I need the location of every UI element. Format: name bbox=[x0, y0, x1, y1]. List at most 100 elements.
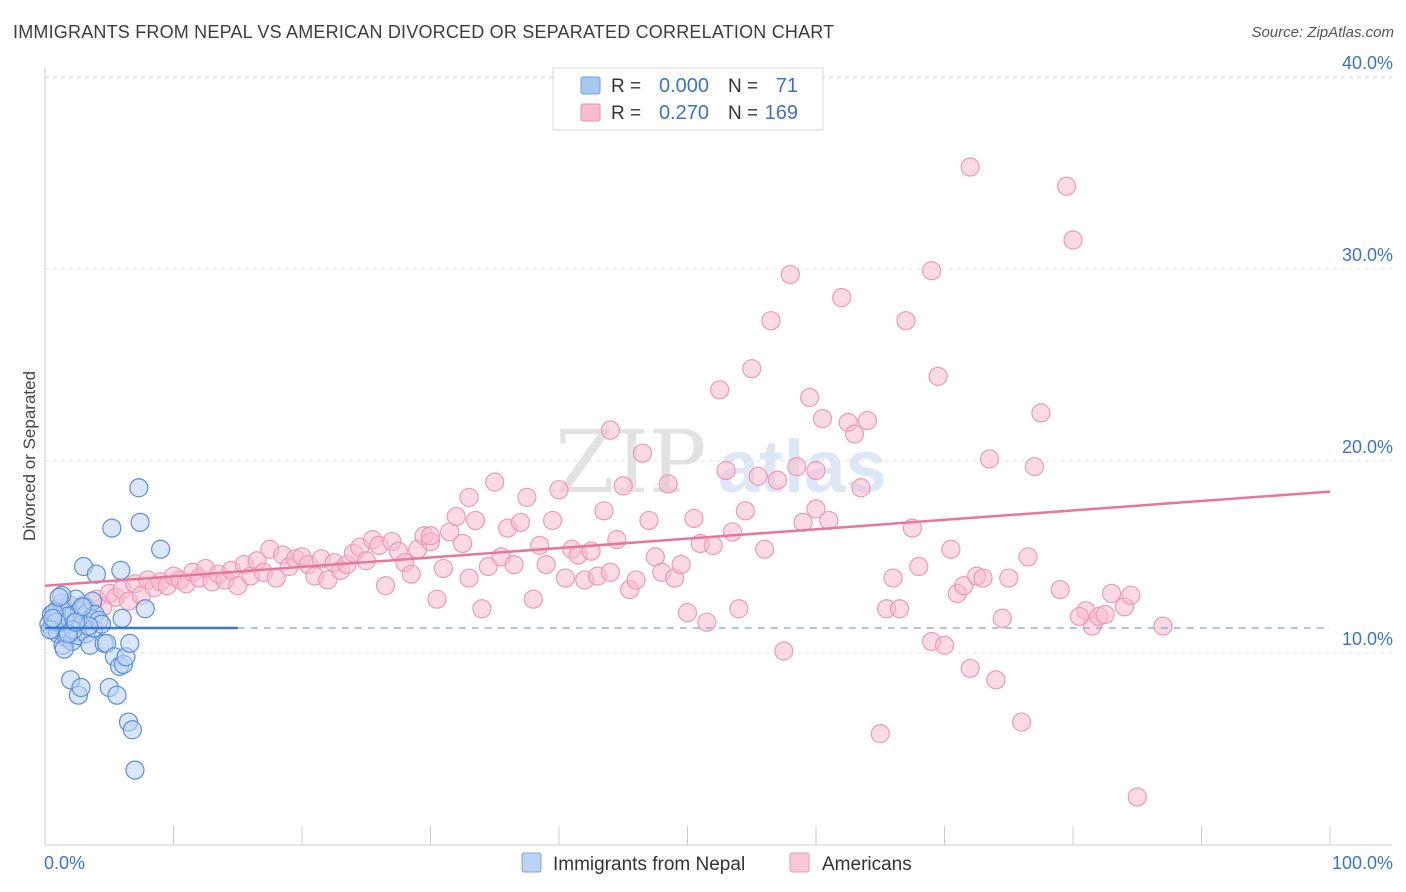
nepal-point bbox=[129, 478, 149, 498]
americans-point bbox=[857, 410, 878, 431]
nepal-points bbox=[39, 478, 171, 780]
americans-point bbox=[453, 533, 473, 554]
americans-point bbox=[716, 460, 736, 481]
americans-point bbox=[671, 554, 691, 575]
americans-point bbox=[1063, 230, 1083, 250]
legend-swatch-nepal bbox=[580, 76, 601, 95]
americans-point bbox=[542, 510, 563, 531]
americans-point bbox=[465, 510, 486, 531]
americans-point bbox=[613, 476, 633, 496]
americans-point bbox=[626, 570, 646, 590]
americans-point bbox=[870, 724, 890, 744]
americans-point bbox=[1153, 616, 1173, 636]
legend-n-label-americans: N = bbox=[728, 103, 758, 124]
americans-point bbox=[883, 568, 903, 588]
americans-point bbox=[1050, 579, 1070, 600]
americans-point bbox=[517, 487, 537, 507]
americans-point bbox=[684, 508, 704, 529]
americans-point bbox=[594, 501, 614, 521]
nepal-point bbox=[49, 587, 69, 607]
tick-labels: 10.0% 20.0% 30.0% 40.0% bbox=[1342, 53, 1393, 649]
americans-point bbox=[607, 530, 627, 550]
y-tick-label: 30.0% bbox=[1342, 245, 1393, 265]
nepal-point bbox=[66, 612, 86, 632]
americans-point bbox=[446, 506, 466, 527]
americans-point bbox=[729, 599, 749, 619]
legend-r-value-americans: 0.270 bbox=[659, 102, 709, 124]
americans-point bbox=[1101, 583, 1122, 604]
trend-line-americans bbox=[44, 490, 1331, 587]
americans-point bbox=[504, 554, 524, 575]
americans-point bbox=[979, 449, 1000, 469]
nepal-point bbox=[135, 599, 155, 619]
americans-point bbox=[1031, 403, 1051, 423]
americans-point bbox=[632, 443, 653, 463]
americans-point bbox=[427, 589, 447, 609]
americans-points bbox=[48, 157, 1173, 807]
americans-point bbox=[922, 261, 942, 281]
legend-n-value-americans: 169 bbox=[765, 102, 798, 124]
legend-bottom: Immigrants from Nepal Americans bbox=[521, 852, 912, 875]
legend-bottom-label-nepal: Immigrants from Nepal bbox=[553, 854, 745, 875]
americans-point bbox=[806, 499, 826, 519]
legend-r-label-nepal: R = bbox=[611, 76, 641, 97]
americans-point bbox=[806, 460, 826, 481]
americans-point bbox=[832, 288, 852, 308]
nepal-point bbox=[125, 760, 145, 780]
nepal-point bbox=[111, 560, 131, 580]
legend-swatch-americans bbox=[580, 103, 601, 122]
americans-point bbox=[934, 635, 955, 655]
americans-point bbox=[478, 556, 498, 577]
americans-point bbox=[812, 409, 833, 429]
y-tick-label: 20.0% bbox=[1342, 437, 1393, 457]
americans-point bbox=[909, 556, 929, 577]
americans-point bbox=[735, 501, 755, 521]
americans-point bbox=[549, 480, 569, 500]
americans-point bbox=[1095, 604, 1115, 625]
y-tick-label: 40.0% bbox=[1342, 53, 1393, 73]
x-tick-label-min: 0.0% bbox=[44, 853, 85, 873]
americans-point bbox=[1069, 606, 1090, 627]
y-axis-label: Divorced or Separated bbox=[20, 371, 39, 541]
americans-point bbox=[459, 487, 479, 507]
americans-point bbox=[774, 641, 794, 661]
nepal-point bbox=[71, 677, 91, 698]
americans-point bbox=[999, 568, 1019, 588]
americans-point bbox=[697, 612, 717, 632]
nepal-point bbox=[122, 720, 142, 740]
x-tick-label-max: 100.0% bbox=[1332, 853, 1393, 873]
americans-point bbox=[710, 380, 730, 400]
legend-bottom-swatch-americans bbox=[789, 852, 810, 873]
americans-point bbox=[960, 157, 980, 177]
americans-point bbox=[928, 366, 948, 386]
americans-point bbox=[375, 576, 396, 596]
americans-point bbox=[459, 568, 479, 588]
americans-point bbox=[639, 510, 659, 531]
legend-n-value-nepal: 71 bbox=[776, 75, 798, 97]
americans-point bbox=[787, 457, 807, 477]
americans-point bbox=[954, 576, 974, 596]
nepal-point bbox=[151, 539, 171, 559]
legend-bottom-swatch-nepal bbox=[521, 852, 542, 873]
americans-point bbox=[536, 554, 556, 575]
americans-point bbox=[555, 568, 576, 588]
americans-point bbox=[677, 603, 698, 623]
nepal-point bbox=[102, 518, 122, 538]
nepal-point bbox=[107, 685, 127, 705]
legend-n-label-nepal: N = bbox=[728, 76, 758, 97]
americans-point bbox=[780, 264, 800, 285]
americans-point bbox=[941, 539, 961, 559]
americans-point bbox=[767, 470, 788, 490]
americans-point bbox=[600, 420, 621, 440]
americans-point bbox=[658, 474, 678, 494]
americans-point bbox=[510, 512, 531, 532]
watermark-zip: ZIP bbox=[555, 413, 707, 513]
americans-point bbox=[420, 526, 441, 546]
americans-point bbox=[523, 589, 543, 609]
americans-point bbox=[1121, 585, 1141, 605]
americans-point bbox=[433, 558, 453, 579]
americans-point bbox=[228, 576, 248, 596]
americans-point bbox=[742, 359, 762, 379]
legend-bottom-label-americans: Americans bbox=[822, 854, 912, 875]
